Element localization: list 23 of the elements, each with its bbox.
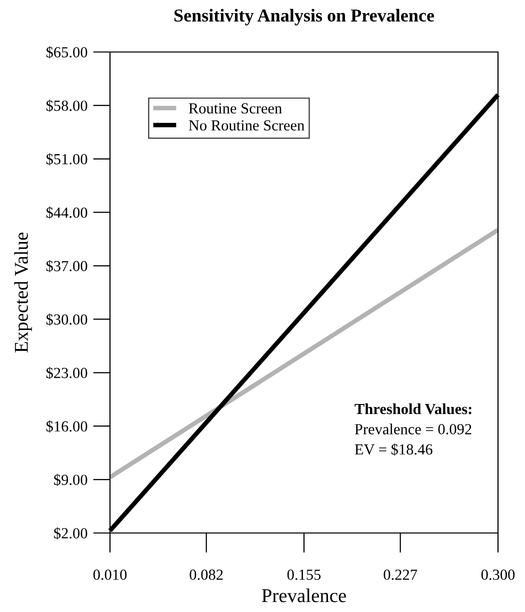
x-tick-label: 0.010 bbox=[93, 570, 127, 580]
legend-label: Routine Screen bbox=[188, 103, 282, 114]
y-tick-label: $9.00 bbox=[54, 474, 88, 486]
annotation: Threshold Values: bbox=[354, 403, 472, 414]
legend-label: No Routine Screen bbox=[188, 120, 304, 131]
y-tick-label: $65.00 bbox=[46, 46, 88, 58]
annotation: EV = $18.46 bbox=[354, 443, 432, 456]
chart-title: Sensitivity Analysis on Prevalence bbox=[174, 8, 434, 26]
y-tick-label: $51.00 bbox=[46, 153, 88, 166]
y-tick-label: $37.00 bbox=[46, 260, 88, 272]
y-tick-label: $16.00 bbox=[46, 420, 88, 433]
y-axis-title: Expected Value bbox=[14, 232, 32, 353]
y-tick-label: $23.00 bbox=[46, 366, 88, 380]
x-tick-label: 0.227 bbox=[384, 570, 418, 580]
x-tick-label: 0.155 bbox=[287, 570, 321, 580]
annotation: Prevalence = 0.092 bbox=[354, 424, 472, 434]
y-tick-label: $58.00 bbox=[46, 100, 88, 112]
y-tick-label: $44.00 bbox=[46, 206, 88, 219]
y-tick-label: $2.00 bbox=[54, 527, 88, 540]
x-tick-label: 0.082 bbox=[190, 570, 223, 580]
x-axis-title: Prevalence bbox=[262, 588, 346, 602]
x-tick-label: 0.300 bbox=[481, 570, 515, 580]
y-tick-label: $30.00 bbox=[46, 313, 88, 326]
